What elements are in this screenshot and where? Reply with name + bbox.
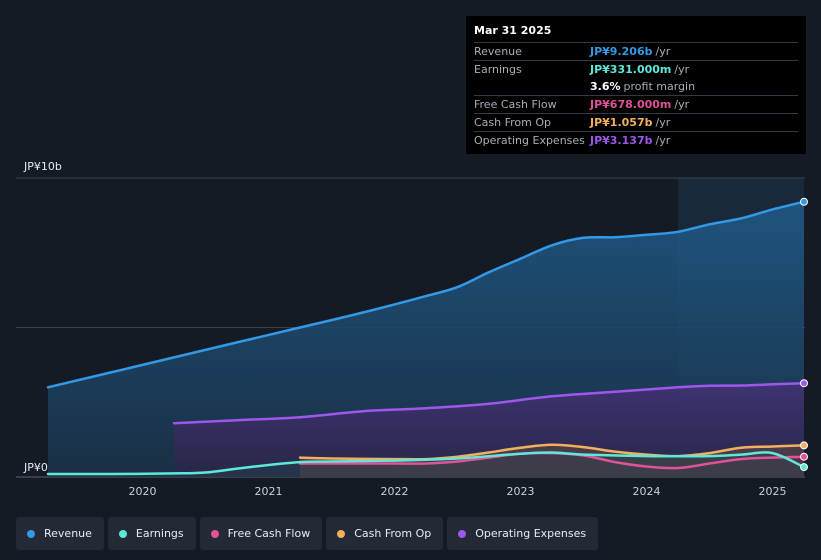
- tooltip-row: Cash From Op JP¥1.057b/yr: [474, 113, 798, 131]
- operating-expenses-line: [172, 381, 806, 425]
- tooltip-row-unit: /yr: [655, 134, 671, 147]
- axis-labels: JP¥10b JP¥0 2020 2021 2022 2023 2024 2025: [23, 160, 787, 498]
- legend-label: Operating Expenses: [475, 527, 587, 540]
- legend-item-free-cash-flow[interactable]: Free Cash Flow: [199, 517, 323, 550]
- tooltip-row-value: 3.6%: [590, 80, 621, 93]
- x-axis-tick-label: 2020: [129, 485, 157, 498]
- tooltip-row: Free Cash Flow JP¥678.000m/yr: [474, 95, 798, 113]
- tooltip-row: Revenue JP¥9.206b/yr: [474, 42, 798, 60]
- tooltip-row-label: [474, 78, 590, 95]
- chart-legend: Revenue Earnings Free Cash Flow Cash From O…: [16, 517, 599, 550]
- legend-item-revenue[interactable]: Revenue: [16, 517, 104, 550]
- legend-item-operating-expenses[interactable]: Operating Expenses: [447, 517, 599, 550]
- series-lines: [46, 200, 806, 476]
- earnings-endpoint: [800, 463, 808, 472]
- tooltip-rows: Revenue JP¥9.206b/yr Earnings JP¥331.000m/y…: [474, 42, 798, 149]
- legend-dot-icon: [118, 529, 127, 538]
- tooltip-row-value: JP¥678.000m: [590, 98, 672, 111]
- tooltip-row-unit: /yr: [655, 45, 671, 58]
- legend-dot-icon: [458, 529, 467, 538]
- tooltip-row: Operating Expenses JP¥3.137b/yr: [474, 131, 798, 149]
- tooltip-row: Earnings JP¥331.000m/yr: [474, 60, 798, 78]
- legend-item-cash-from-op[interactable]: Cash From Op: [326, 517, 444, 550]
- legend-label: Free Cash Flow: [227, 527, 311, 540]
- tooltip-row-label: Operating Expenses: [474, 134, 585, 147]
- tooltip-row-unit: profit margin: [623, 80, 696, 93]
- x-axis-tick-label: 2024: [633, 485, 661, 498]
- tooltip-row-label: Cash From Op: [474, 116, 552, 129]
- revenue-line: [46, 200, 806, 389]
- tooltip-row: 3.6% profit margin: [474, 78, 798, 95]
- cash-from-op-endpoint: [800, 441, 808, 450]
- tooltip-row-label: Earnings: [474, 63, 522, 76]
- operating-expenses-endpoint: [800, 379, 808, 388]
- x-axis-tick-label: 2022: [381, 485, 409, 498]
- legend-dot-icon: [210, 529, 219, 538]
- data-tooltip: Mar 31 2025 Revenue JP¥9.206b/yr Earnings J…: [466, 16, 806, 154]
- legend-label: Cash From Op: [354, 527, 432, 540]
- y-axis-max-label: JP¥10b: [23, 160, 62, 173]
- x-axis-tick-label: 2023: [507, 485, 535, 498]
- tooltip-date: Mar 31 2025: [474, 24, 552, 37]
- tooltip-row-unit: /yr: [674, 98, 690, 111]
- tooltip-row-value: JP¥9.206b: [590, 45, 653, 58]
- legend-dot-icon: [337, 529, 346, 538]
- earnings-line: [46, 451, 806, 476]
- x-axis-tick-label: 2021: [255, 485, 283, 498]
- tooltip-row-label: Revenue: [474, 45, 522, 58]
- series-endpoints: [800, 197, 808, 472]
- tooltip-row-value: JP¥3.137b: [590, 134, 653, 147]
- free-cash-flow-area: [300, 452, 804, 477]
- tooltip-row-unit: /yr: [674, 63, 690, 76]
- x-axis-tick-label: 2025: [759, 485, 787, 498]
- revenue-endpoint: [800, 197, 808, 206]
- legend-label: Revenue: [44, 527, 92, 540]
- tooltip-row-unit: /yr: [655, 116, 671, 129]
- series-areas: [48, 201, 804, 477]
- tooltip-row-value: JP¥331.000m: [590, 63, 672, 76]
- legend-item-earnings[interactable]: Earnings: [107, 517, 196, 550]
- free-cash-flow-endpoint: [800, 452, 808, 461]
- legend-dot-icon: [27, 529, 35, 538]
- tooltip-row-label: Free Cash Flow: [474, 98, 557, 111]
- y-axis-min-label: JP¥0: [23, 461, 48, 474]
- tooltip-row-value: JP¥1.057b: [590, 116, 653, 129]
- legend-label: Earnings: [135, 527, 184, 540]
